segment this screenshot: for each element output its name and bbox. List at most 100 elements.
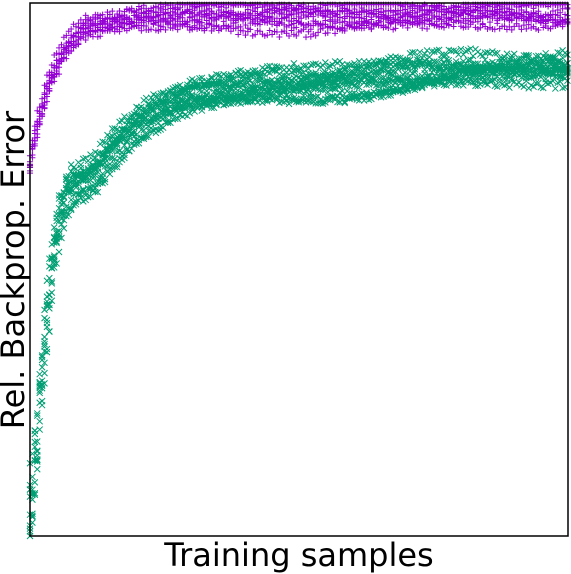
x-marker xyxy=(125,147,133,155)
plus-marker xyxy=(269,10,276,17)
x-marker xyxy=(48,280,56,287)
plus-marker xyxy=(244,15,251,22)
plus-marker xyxy=(266,27,273,34)
plus-marker xyxy=(220,18,227,25)
plus-marker xyxy=(208,14,215,21)
x-marker xyxy=(401,69,409,77)
plus-marker xyxy=(283,14,290,21)
plus-marker xyxy=(455,7,462,14)
x-marker xyxy=(140,135,148,143)
x-marker xyxy=(346,72,353,80)
plus-marker xyxy=(92,28,99,35)
x-marker xyxy=(317,72,324,80)
x-marker xyxy=(213,71,220,78)
plus-marker xyxy=(34,134,41,141)
x-marker xyxy=(72,198,80,205)
plus-marker xyxy=(332,20,339,27)
x-marker xyxy=(169,85,177,92)
x-marker xyxy=(101,175,109,183)
x-marker xyxy=(322,68,329,76)
x-marker xyxy=(123,138,131,146)
x-marker xyxy=(50,260,58,268)
x-marker xyxy=(341,65,349,73)
plus-marker xyxy=(324,23,331,30)
plus-marker xyxy=(174,15,181,22)
x-marker xyxy=(445,59,453,67)
x-marker xyxy=(416,57,424,64)
plus-marker xyxy=(206,20,213,27)
plus-marker xyxy=(213,23,220,30)
x-marker xyxy=(285,80,293,88)
x-marker xyxy=(392,87,399,95)
x-marker xyxy=(530,83,537,91)
x-marker xyxy=(300,95,307,103)
plus-marker xyxy=(293,24,300,31)
x-marker xyxy=(33,447,41,455)
plus-marker xyxy=(547,12,554,19)
plus-marker xyxy=(288,11,295,18)
plus-marker xyxy=(525,21,532,28)
x-marker xyxy=(518,66,525,74)
x-marker xyxy=(33,412,41,419)
x-marker xyxy=(295,66,303,73)
x-marker xyxy=(198,74,206,82)
plus-marker xyxy=(523,16,530,23)
plus-marker xyxy=(240,27,247,34)
x-marker xyxy=(152,125,160,133)
x-marker xyxy=(150,118,157,126)
x-marker xyxy=(106,160,114,168)
plus-marker xyxy=(518,26,525,33)
x-marker xyxy=(522,69,530,76)
plus-marker xyxy=(131,19,138,26)
x-marker xyxy=(89,161,97,169)
x-marker xyxy=(138,135,145,142)
x-marker xyxy=(561,75,569,82)
x-marker xyxy=(31,427,39,435)
plus-marker xyxy=(532,18,539,25)
x-marker xyxy=(399,63,407,71)
x-marker xyxy=(99,138,106,146)
x-marker xyxy=(38,353,46,361)
x-marker xyxy=(79,187,87,194)
plus-marker xyxy=(319,10,326,17)
plus-marker xyxy=(148,13,155,20)
x-marker xyxy=(33,456,41,463)
x-marker xyxy=(411,68,419,76)
plus-marker xyxy=(525,11,532,18)
plus-marker xyxy=(162,26,169,33)
x-marker xyxy=(174,100,182,108)
x-marker xyxy=(188,102,196,110)
x-marker xyxy=(220,101,228,109)
x-marker xyxy=(360,71,368,79)
x-marker xyxy=(438,51,445,59)
x-marker xyxy=(106,133,114,141)
x-marker xyxy=(336,78,344,86)
x-marker xyxy=(433,77,441,85)
plus-marker xyxy=(332,30,339,37)
x-marker xyxy=(508,77,516,85)
x-marker xyxy=(430,58,438,66)
x-marker xyxy=(96,174,104,181)
plus-marker xyxy=(373,10,380,17)
x-marker xyxy=(227,75,235,83)
x-marker xyxy=(305,86,312,94)
plus-marker xyxy=(363,22,370,29)
x-marker xyxy=(171,90,179,97)
x-marker xyxy=(305,97,312,105)
plus-marker xyxy=(218,13,225,20)
x-marker xyxy=(329,85,336,92)
plus-marker xyxy=(450,8,457,15)
x-marker xyxy=(460,68,467,76)
plus-marker xyxy=(419,25,426,32)
plus-marker xyxy=(242,32,249,39)
x-marker xyxy=(53,233,60,241)
plus-marker xyxy=(402,19,409,26)
x-marker xyxy=(135,113,143,121)
x-marker xyxy=(312,93,320,101)
x-marker xyxy=(467,56,474,64)
x-marker xyxy=(554,64,562,72)
x-marker xyxy=(443,82,450,89)
x-marker xyxy=(530,69,537,77)
plus-marker xyxy=(201,13,208,20)
